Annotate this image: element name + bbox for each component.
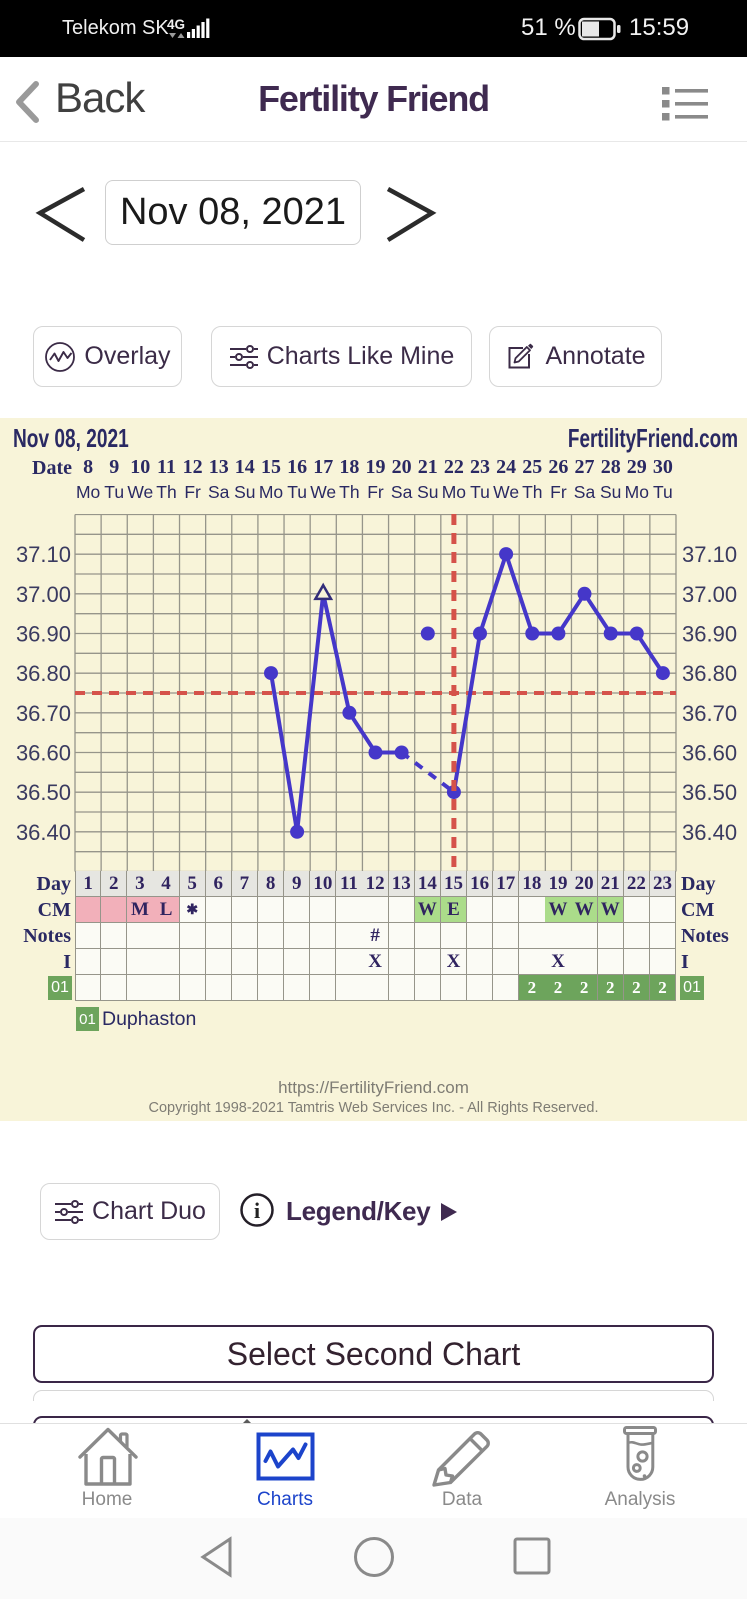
svg-text:37.10: 37.10 [682,542,737,567]
svg-text:36.60: 36.60 [16,741,71,766]
svg-text:36.70: 36.70 [16,701,71,726]
svg-text:37.00: 37.00 [682,582,737,607]
svg-text:36.50: 36.50 [16,780,71,805]
svg-text:36.80: 36.80 [682,661,737,686]
svg-text:36.70: 36.70 [682,701,737,726]
svg-text:i: i [254,1198,260,1223]
svg-text:36.90: 36.90 [16,622,71,647]
svg-text:36.40: 36.40 [682,820,737,845]
svg-text:36.80: 36.80 [16,661,71,686]
svg-text:37.10: 37.10 [16,542,71,567]
svg-text:4G: 4G [167,17,185,32]
svg-text:36.60: 36.60 [682,741,737,766]
svg-text:37.00: 37.00 [16,582,71,607]
svg-text:36.50: 36.50 [682,780,737,805]
svg-text:36.90: 36.90 [682,622,737,647]
svg-text:36.40: 36.40 [16,820,71,845]
